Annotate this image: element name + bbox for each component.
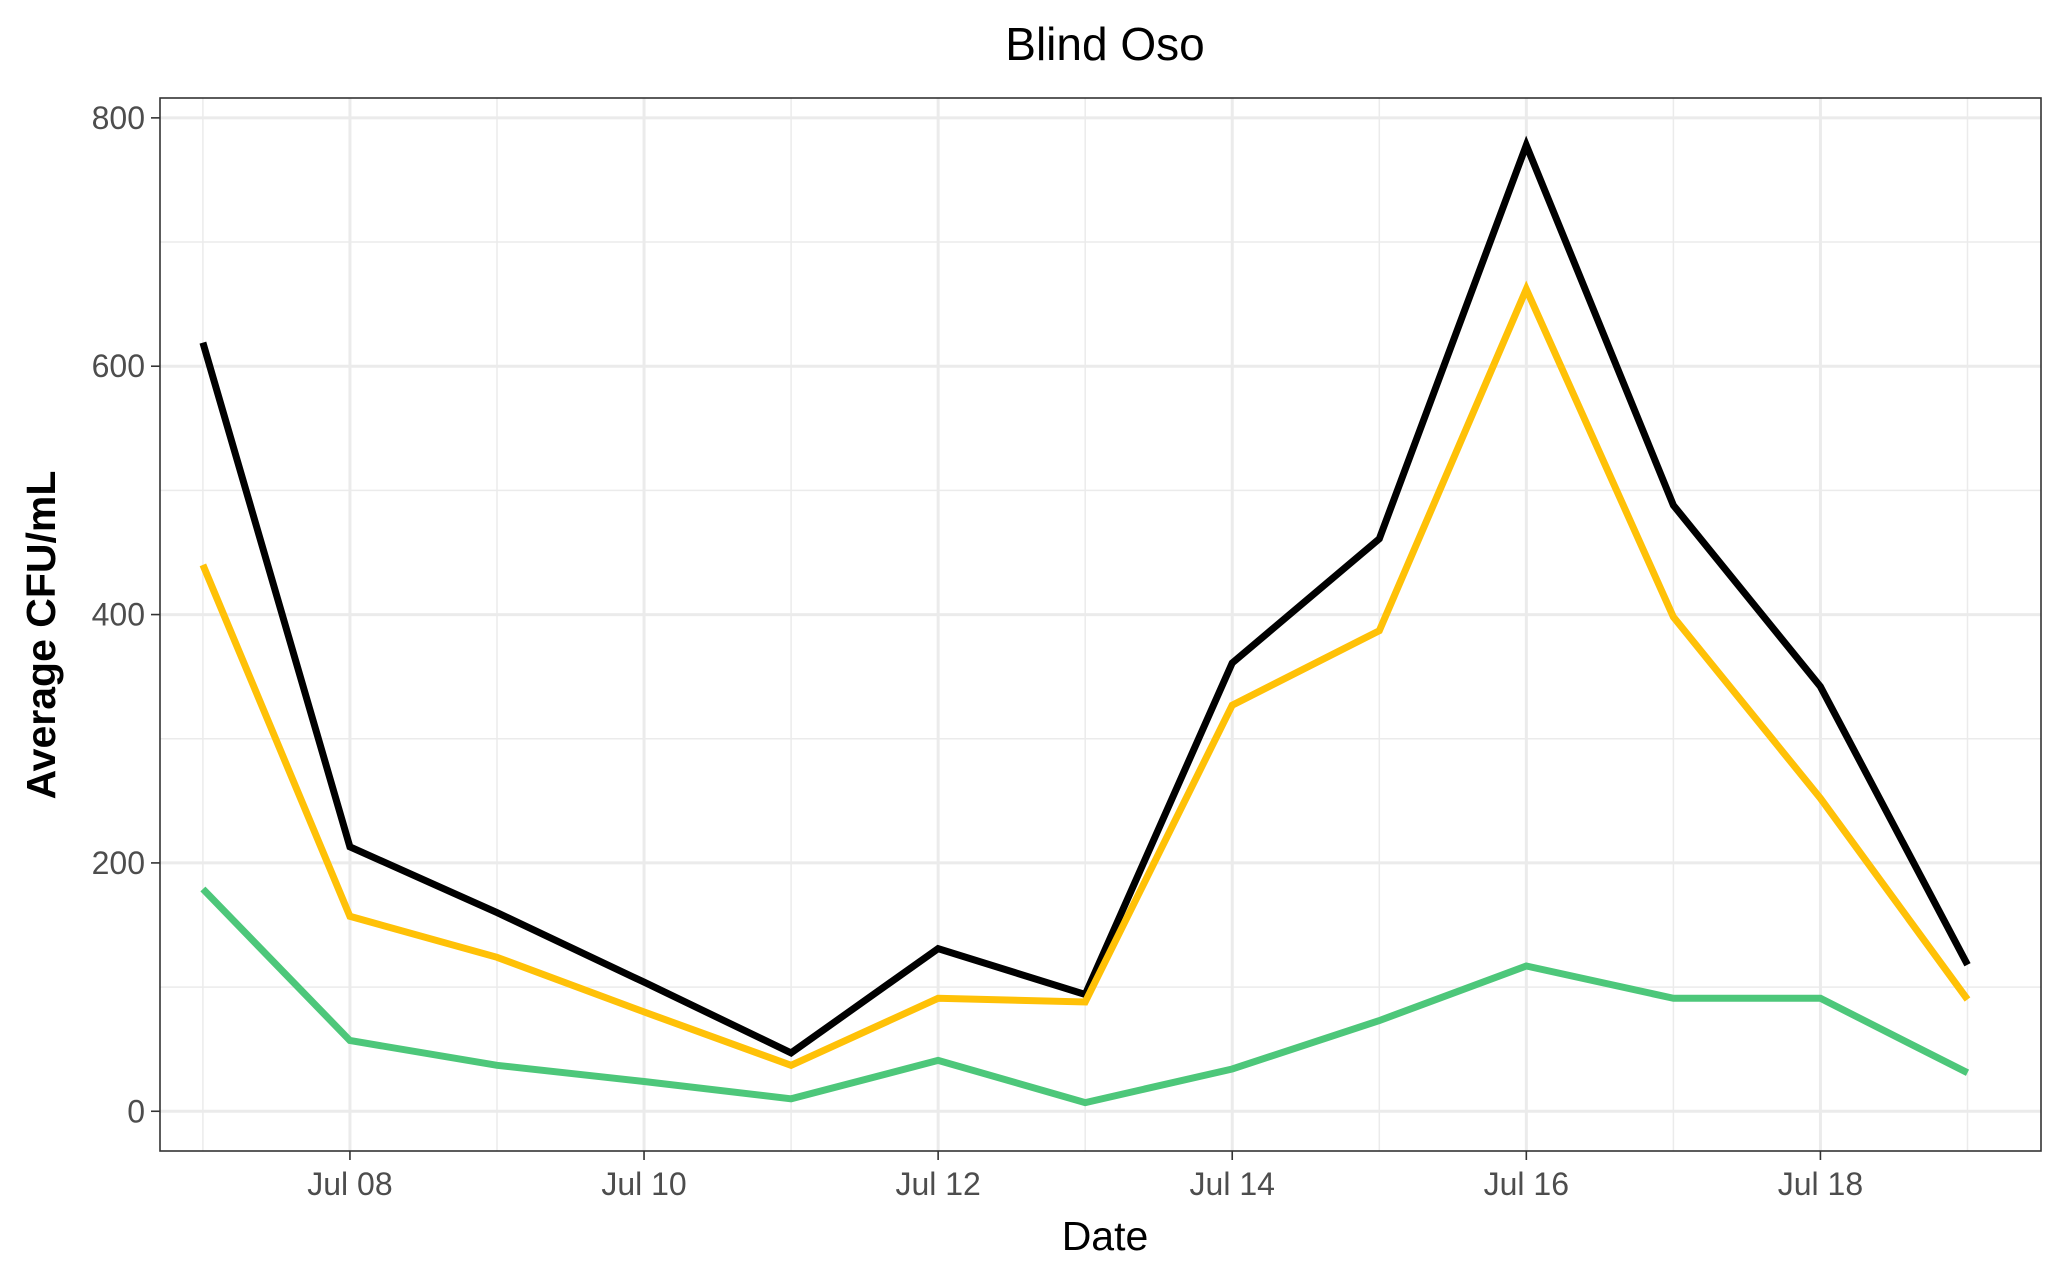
series-line-3 — [200, 886, 1970, 1107]
x-tick-label: Jul 18 — [1778, 1166, 1863, 1202]
x-tick-label: Jul 12 — [895, 1166, 980, 1202]
x-axis-label: Date — [1062, 1213, 1149, 1259]
y-axis-label: Average CFU/mL — [18, 471, 64, 800]
y-tick-label: 200 — [92, 845, 145, 881]
x-tick-label: Jul 16 — [1484, 1166, 1569, 1202]
x-axis: Jul 08 Jul 10 Jul 12 Jul 14 Jul 16 Jul 18 — [307, 1151, 1863, 1202]
y-axis: 0 200 400 600 800 — [92, 100, 160, 1129]
minor-gridlines — [160, 98, 2041, 1151]
x-tick-label: Jul 10 — [601, 1166, 686, 1202]
plot-panel-border — [159, 97, 2042, 1152]
y-tick-label: 400 — [92, 597, 145, 633]
series-layer — [199, 135, 1971, 1107]
chart-title: Blind Oso — [1005, 18, 1204, 70]
x-tick-label: Jul 08 — [307, 1166, 392, 1202]
y-tick-label: 800 — [92, 100, 145, 136]
y-tick-label: 0 — [127, 1093, 145, 1129]
x-tick-label: Jul 14 — [1190, 1166, 1275, 1202]
major-gridlines — [160, 98, 2041, 1151]
y-tick-label: 600 — [92, 348, 145, 384]
series-line-2 — [199, 280, 1971, 1070]
